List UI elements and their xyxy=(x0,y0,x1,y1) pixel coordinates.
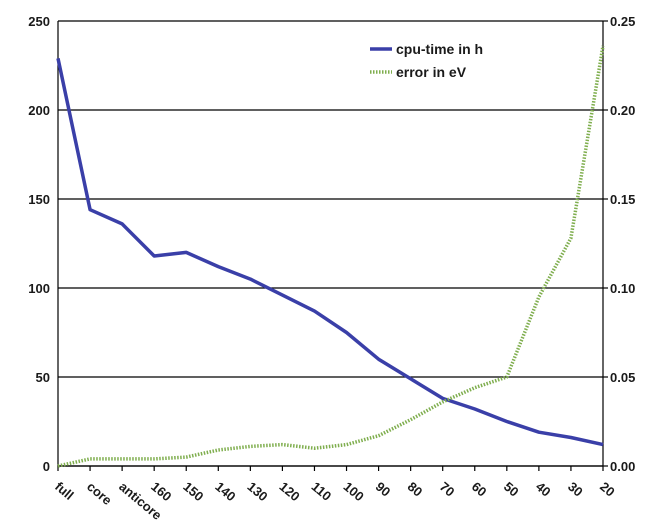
legend-label: error in eV xyxy=(396,64,467,80)
x-tick-label: 130 xyxy=(244,479,270,504)
x-tick-label: 50 xyxy=(501,479,522,500)
x-tick-label: 110 xyxy=(309,479,335,504)
series-layer xyxy=(56,45,605,468)
y-right-tick-label: 0.00 xyxy=(610,459,635,474)
x-tick-label: 80 xyxy=(405,479,426,500)
y-left-tick-label: 100 xyxy=(28,281,50,296)
x-tick-label: 100 xyxy=(341,479,367,504)
x-tick-label: core xyxy=(84,479,115,508)
x-tick-label: 20 xyxy=(597,479,618,500)
y-left-tick-label: 250 xyxy=(28,14,50,29)
y-right-tick-label: 0.15 xyxy=(610,192,635,207)
y-left-tick-label: 150 xyxy=(28,192,50,207)
legend-label: cpu-time in h xyxy=(396,41,483,57)
x-tick-label: 70 xyxy=(437,479,458,500)
label-layer: 0 50 100 150 200 250 0.00 0.05 0.10 0.15 0.20 0.25 f… xyxy=(28,14,635,523)
y-left-tick-label: 200 xyxy=(28,103,50,118)
series-line-error xyxy=(57,45,605,468)
y-left-tick-label: 50 xyxy=(36,370,50,385)
x-tick-label: 150 xyxy=(180,479,206,504)
legend: cpu-time in h error in eV xyxy=(370,41,483,80)
x-tick-label: 140 xyxy=(212,479,238,504)
x-tick-label: 60 xyxy=(469,479,490,500)
y-right-tick-label: 0.20 xyxy=(610,103,635,118)
x-tick-label: 40 xyxy=(533,479,554,500)
x-tick-label: 30 xyxy=(565,479,586,500)
y-left-tick-label: 0 xyxy=(43,459,50,474)
y-right-tick-label: 0.05 xyxy=(610,370,635,385)
x-tick-label: 90 xyxy=(373,479,394,500)
series-line-cpu-time xyxy=(56,58,604,447)
y-right-tick-label: 0.25 xyxy=(610,14,635,29)
x-tick-label: full xyxy=(52,479,77,503)
x-tick-label: 120 xyxy=(276,479,302,504)
y-right-tick-label: 0.10 xyxy=(610,281,635,296)
axis-layer xyxy=(57,20,608,471)
